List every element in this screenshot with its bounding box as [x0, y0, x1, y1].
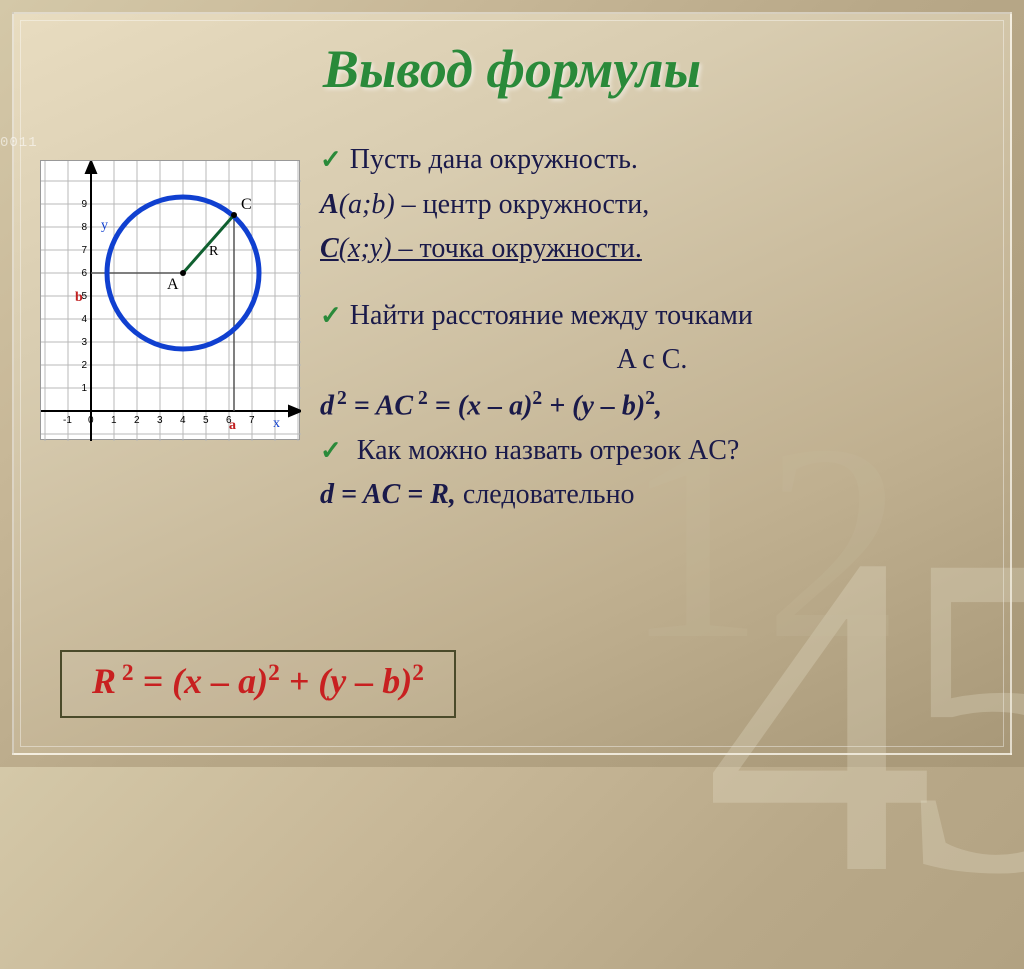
svg-text:4: 4 — [180, 415, 186, 426]
svg-text:C: C — [241, 196, 252, 213]
svg-text:7: 7 — [249, 415, 255, 426]
spacer — [320, 274, 984, 292]
svg-text:R: R — [209, 244, 219, 259]
svg-text:3: 3 — [157, 415, 163, 426]
fexp2: 2 — [268, 660, 280, 686]
label-A: A — [320, 189, 339, 220]
frb1: ) — [256, 661, 268, 701]
line4-text: Найти расстояние между точками — [350, 300, 753, 331]
fxa: x – a — [184, 661, 256, 701]
line5-text: A с C. — [617, 344, 688, 375]
slide-title: Вывод формулы — [0, 38, 1024, 100]
svg-text:2: 2 — [134, 415, 140, 426]
exp4: 2 — [645, 388, 655, 409]
circle-diagram: A C R y x a b -1 0 1 2 3 4 5 6 7 1 2 3 4… — [40, 160, 300, 440]
svg-text:-1: -1 — [63, 415, 72, 426]
fplus: + ( — [280, 661, 331, 701]
svg-text:3: 3 — [81, 337, 87, 348]
d: d — [320, 390, 334, 421]
fexp3: 2 — [412, 660, 424, 686]
svg-text:1: 1 — [81, 383, 87, 394]
line-d2: d2 = AC 2 = (x – a)2 + (y – b)2, — [320, 385, 984, 427]
exp2: 2 — [413, 388, 428, 409]
text-point: – точка окружности. — [392, 233, 642, 264]
eq1: = — [347, 390, 376, 421]
R: R — [92, 661, 116, 701]
eq2: = ( — [428, 390, 467, 421]
comma: , — [655, 390, 662, 421]
exp1: 2 — [337, 388, 347, 409]
line-center: A(a;b) – центр окружности, — [320, 185, 984, 226]
svg-text:1: 1 — [111, 415, 117, 426]
svg-text:6: 6 — [226, 415, 232, 426]
body-content: Пусть дана окружность. A(a;b) – центр ок… — [320, 140, 984, 520]
rb1: ) — [523, 390, 532, 421]
AC: AC — [376, 390, 413, 421]
text-center: – центр окружности, — [395, 189, 650, 220]
line7-text: Как можно назвать отрезок AC? — [350, 435, 740, 466]
line-d-equals: d = AC = R, следовательно — [320, 475, 984, 516]
svg-text:y: y — [101, 218, 108, 233]
svg-text:x: x — [273, 416, 280, 431]
svg-text:9: 9 — [81, 199, 87, 210]
svg-text:A: A — [167, 276, 179, 293]
Rexp: 2 — [116, 660, 134, 686]
line-AC: A с C. — [320, 340, 984, 381]
line-point: C(x;y) – точка окружности. — [320, 229, 984, 270]
line-given: Пусть дана окружность. — [320, 140, 984, 181]
svg-text:2: 2 — [81, 360, 87, 371]
svg-text:5: 5 — [81, 291, 87, 302]
label-C: C — [320, 233, 339, 264]
feq: = ( — [134, 661, 185, 701]
fyb: y – b — [330, 661, 400, 701]
svg-text:4: 4 — [81, 314, 87, 325]
xa: x – a — [467, 390, 523, 421]
svg-text:5: 5 — [203, 415, 209, 426]
line1-text: Пусть дана окружность. — [350, 144, 638, 175]
plus: + ( — [542, 390, 581, 421]
binary-decoration: 0011 — [0, 135, 38, 151]
line-find: Найти расстояние между точками — [320, 296, 984, 337]
coords-A: (a;b) — [339, 189, 395, 220]
dacR: d = AC = R, — [320, 479, 456, 510]
frb2: ) — [400, 661, 412, 701]
rb2: ) — [636, 390, 645, 421]
coords-C: (x;y) — [339, 233, 392, 264]
line-question: Как можно назвать отрезок AC? — [320, 431, 984, 472]
exp3: 2 — [532, 388, 542, 409]
therefore: следовательно — [456, 479, 635, 510]
result-formula-box: R 2 = (x – a)2 + (y – b)2 — [60, 650, 456, 718]
svg-text:8: 8 — [81, 222, 87, 233]
svg-text:0: 0 — [88, 415, 94, 426]
svg-text:7: 7 — [81, 245, 87, 256]
yb: y – b — [581, 390, 635, 421]
svg-text:6: 6 — [81, 268, 87, 279]
